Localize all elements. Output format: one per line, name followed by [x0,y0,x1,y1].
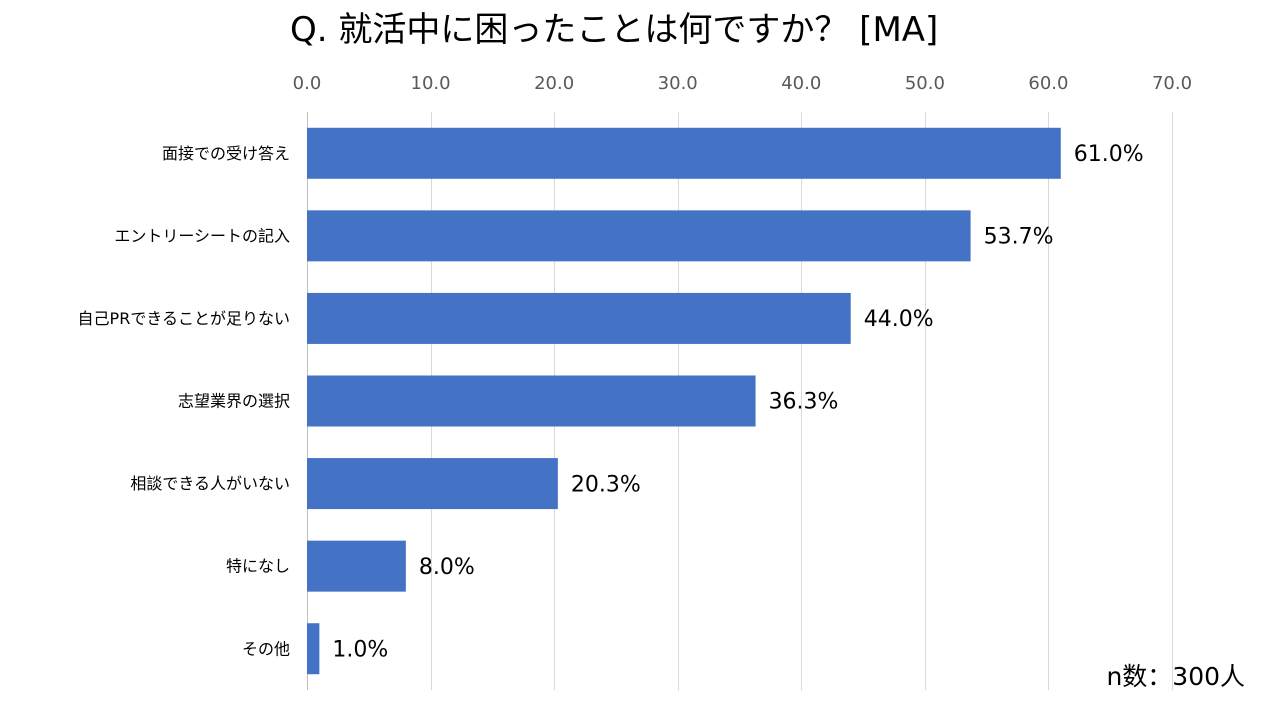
category-label-self-pr: 自己PRできることが足りない [78,309,290,328]
value-label-self-pr: 44.0% [864,307,934,332]
chart-title: Q. 就活中に困ったことは何ですか？ [MA] [290,10,939,50]
bar-industry-choice [307,375,756,427]
bar-interview-answers [307,127,1061,179]
category-label-interview-answers: 面接での受け答え [162,144,290,163]
category-label-entry-sheet: エントリーシートの記入 [114,226,290,245]
x-tick-label-40: 40.0 [781,73,821,94]
bars [307,127,1061,675]
bar-entry-sheet [307,210,971,262]
x-tick-label-60: 60.0 [1028,73,1068,94]
x-tick-label-30: 30.0 [658,73,698,94]
value-label-no-one-to-consult: 20.3% [571,472,641,497]
value-label-other: 1.0% [332,637,388,662]
chart-labels: 0.0 10.0 20.0 30.0 40.0 50.0 60.0 70.0 面接での受け答え 6… [78,73,1192,662]
value-label-industry-choice: 36.3% [769,390,839,415]
x-tick-label-0: 0.0 [293,73,322,94]
bar-no-one-to-consult [307,458,558,510]
bar-nothing-in-particular [307,540,406,592]
x-tick-label-10: 10.0 [411,73,451,94]
bar-self-pr [307,292,851,344]
category-label-no-one-to-consult: 相談できる人がいない [130,474,290,493]
bar-other [307,623,320,675]
value-label-nothing-in-particular: 8.0% [419,555,475,580]
x-tick-label-20: 20.0 [534,73,574,94]
category-label-other: その他 [242,639,290,658]
x-tick-label-50: 50.0 [905,73,945,94]
sample-size-note: n数：300人 [1106,662,1245,691]
category-label-industry-choice: 志望業界の選択 [178,392,290,411]
value-label-entry-sheet: 53.7% [984,225,1054,250]
value-label-interview-answers: 61.0% [1074,142,1144,167]
x-tick-label-70: 70.0 [1152,73,1192,94]
category-label-nothing-in-particular: 特になし [226,557,290,576]
